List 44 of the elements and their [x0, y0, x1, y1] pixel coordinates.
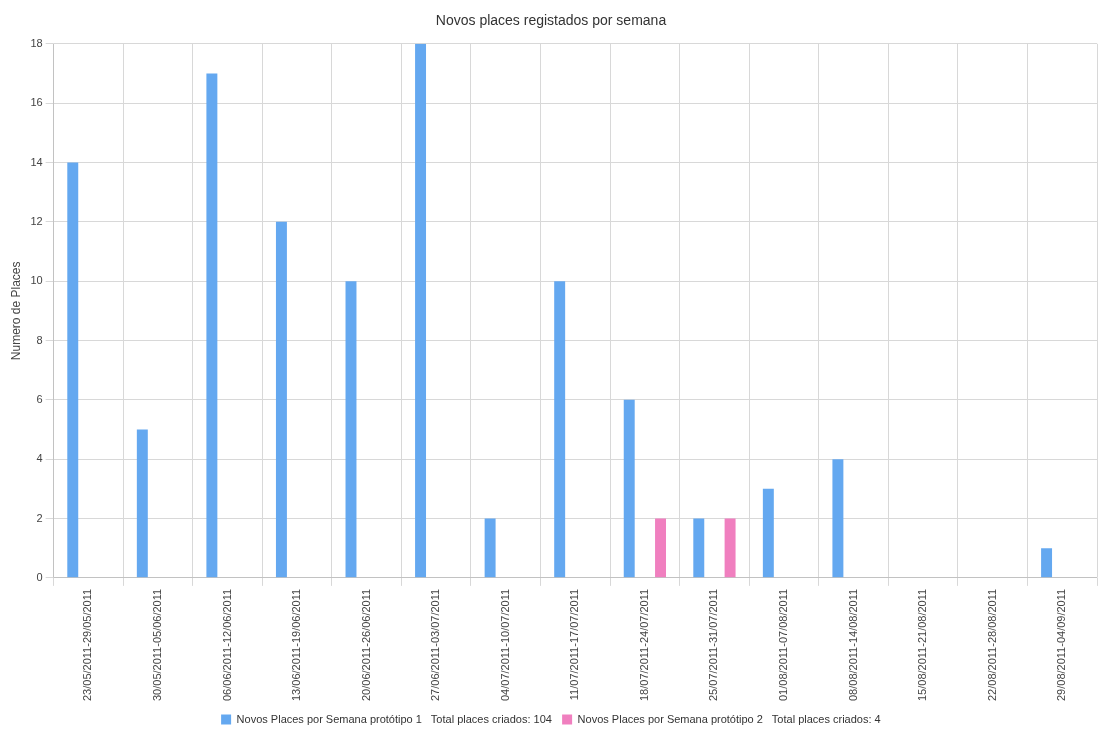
x-tick-label: 08/08/2011-14/08/2011 [846, 588, 859, 701]
y-tick-label: 4 [36, 452, 43, 465]
x-tick-label: 18/07/2011-24/07/2011 [637, 588, 650, 701]
bar [275, 221, 287, 578]
bar [206, 73, 218, 578]
x-tick-label: 11/07/2011-17/07/2011 [568, 588, 581, 701]
y-tick-label: 2 [36, 511, 43, 524]
legend-label: Novos Places por Semana protótipo 2 Total places criados: 4 [577, 712, 881, 725]
bar [623, 399, 635, 578]
x-tick-label: 29/08/2011-04/09/2011 [1055, 588, 1068, 701]
x-tick-label: 25/07/2011-31/07/2011 [707, 588, 720, 701]
y-tick-label: 8 [36, 333, 43, 346]
bar [693, 518, 705, 578]
bar [724, 518, 736, 578]
y-tick-label: 6 [36, 392, 43, 405]
bar [762, 488, 774, 578]
x-tick-label: 22/08/2011-28/08/2011 [985, 588, 998, 701]
y-tick-label: 0 [36, 570, 43, 583]
x-tick-label: 01/08/2011-07/08/2011 [777, 588, 790, 701]
x-tick-label: 20/06/2011-26/06/2011 [359, 588, 372, 701]
bar [655, 518, 666, 578]
bar [345, 281, 357, 578]
bar [67, 162, 79, 578]
bar [484, 518, 496, 578]
chart-title: Novos places registados por semana [435, 12, 667, 29]
x-tick-label: 04/07/2011-10/07/2011 [498, 588, 511, 701]
x-tick-label: 15/08/2011-21/08/2011 [916, 588, 929, 701]
bar [554, 281, 566, 578]
x-tick-label: 13/06/2011-19/06/2011 [290, 588, 303, 701]
x-tick-label: 23/05/2011-29/05/2011 [81, 588, 94, 701]
bar [415, 43, 427, 578]
y-tick-label: 14 [30, 155, 43, 168]
bar [136, 429, 148, 578]
y-tick-label: 10 [30, 274, 43, 287]
bar [832, 459, 844, 578]
legend-label: Novos Places por Semana protótipo 1 Total places criados: 104 [236, 712, 552, 725]
x-tick-label: 30/05/2011-05/06/2011 [151, 588, 163, 701]
y-tick-label: 18 [30, 36, 43, 49]
y-axis-title: Numero de Places [8, 261, 23, 361]
y-tick-label: 12 [30, 214, 43, 227]
x-tick-label: 27/06/2011-03/07/2011 [429, 588, 442, 701]
bar [1041, 548, 1053, 578]
x-tick-label: 06/06/2011-12/06/2011 [220, 588, 233, 701]
y-tick-label: 16 [30, 96, 43, 109]
